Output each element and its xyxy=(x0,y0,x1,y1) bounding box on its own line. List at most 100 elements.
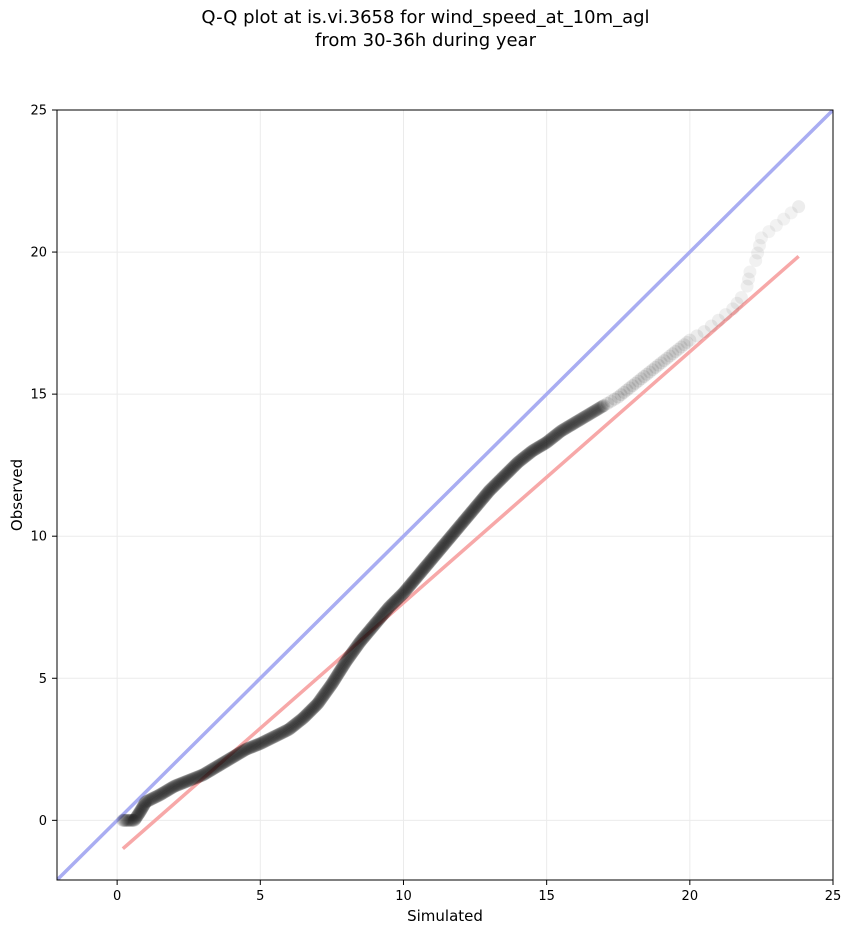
quantile-point xyxy=(412,567,426,581)
quantile-point xyxy=(447,526,461,540)
quantile-point xyxy=(318,686,332,700)
quantile-point xyxy=(510,456,524,470)
quantile-point xyxy=(426,551,440,565)
quantile-point xyxy=(626,379,640,393)
quantile-point xyxy=(370,615,384,629)
quantile-point xyxy=(711,313,725,327)
quantile-point xyxy=(502,465,516,479)
identity-line xyxy=(57,110,833,880)
quantile-point xyxy=(407,573,421,587)
quantile-point xyxy=(216,756,230,770)
quantile-point xyxy=(281,723,295,737)
y-tick-label: 25 xyxy=(30,104,47,119)
quantile-point xyxy=(397,585,411,599)
quantile-point xyxy=(222,753,236,767)
quantile-point xyxy=(258,734,272,748)
quantile-point xyxy=(143,793,157,807)
quantile-point xyxy=(614,388,628,402)
quantile-point xyxy=(549,428,563,442)
quantile-point xyxy=(220,754,234,768)
quantile-point xyxy=(313,694,327,708)
quantile-point xyxy=(468,501,482,515)
quantile-point xyxy=(345,646,359,660)
quantile-point xyxy=(335,661,349,675)
quantile-point xyxy=(521,448,535,462)
quantile-point xyxy=(118,813,132,827)
chart-title-line2: from 30-36h during year xyxy=(315,30,536,51)
quantile-point xyxy=(202,764,216,778)
quantile-point xyxy=(302,705,316,719)
quantile-point xyxy=(194,769,208,783)
y-axis-label: Observed xyxy=(8,459,26,531)
quantile-point xyxy=(296,711,310,725)
quantile-point xyxy=(415,564,429,578)
quantile-point xyxy=(134,804,148,818)
quantile-point xyxy=(497,470,511,484)
quantile-point xyxy=(242,741,256,755)
quantile-point xyxy=(538,437,552,451)
quantile-point xyxy=(427,550,441,564)
quantile-point xyxy=(415,564,429,578)
quantile-point xyxy=(597,398,611,412)
quantile-point xyxy=(498,469,512,483)
quantile-point xyxy=(436,539,450,553)
quantile-point xyxy=(215,756,229,770)
quantile-point xyxy=(237,744,251,758)
quantile-point xyxy=(268,730,282,744)
quantile-point xyxy=(153,788,167,802)
quantile-point xyxy=(422,556,436,570)
quantile-point xyxy=(398,584,412,598)
quantile-point xyxy=(137,798,151,812)
quantile-point xyxy=(298,709,312,723)
quantile-point xyxy=(389,594,403,608)
quantile-point xyxy=(680,335,694,349)
quantile-point xyxy=(460,511,474,525)
quantile-point xyxy=(300,707,314,721)
y-tick-label: 15 xyxy=(30,388,47,403)
quantile-point xyxy=(522,446,536,460)
quantile-point xyxy=(381,602,395,616)
quantile-point xyxy=(527,443,541,457)
quantile-point xyxy=(167,779,181,793)
quantile-point xyxy=(416,563,430,577)
quantile-point xyxy=(478,489,492,503)
quantile-point xyxy=(213,758,227,772)
quantile-point xyxy=(465,504,479,518)
quantile-point xyxy=(248,739,262,753)
quantile-point xyxy=(552,426,566,440)
quantile-point xyxy=(436,538,450,552)
quantile-point xyxy=(450,522,464,536)
quantile-point xyxy=(372,613,386,627)
quantile-point xyxy=(120,813,134,827)
quantile-point xyxy=(620,383,634,397)
quantile-point xyxy=(523,445,537,459)
quantile-point xyxy=(352,636,366,650)
quantile-point xyxy=(500,466,514,480)
quantile-point xyxy=(404,577,418,591)
quantile-point xyxy=(499,467,513,481)
quantile-point xyxy=(401,581,415,595)
quantile-point xyxy=(461,510,475,524)
quantile-point xyxy=(604,394,618,408)
quantile-point xyxy=(297,710,311,724)
quantile-point xyxy=(351,637,365,651)
quantile-point xyxy=(439,536,453,550)
quantile-point xyxy=(437,538,451,552)
quantile-point xyxy=(300,708,314,722)
quantile-point xyxy=(334,662,348,676)
quantile-point xyxy=(291,716,305,730)
quantile-point xyxy=(617,385,631,399)
quantile-point xyxy=(164,781,178,795)
quantile-point xyxy=(176,776,190,790)
quantile-point xyxy=(634,372,648,386)
quantile-point xyxy=(290,716,304,730)
quantile-point xyxy=(573,413,587,427)
quantile-point xyxy=(130,810,144,824)
quantile-point xyxy=(554,424,568,438)
quantile-point xyxy=(371,614,385,628)
quantile-point xyxy=(784,206,798,220)
quantile-point xyxy=(485,481,499,495)
quantile-point xyxy=(331,667,345,681)
quantile-point xyxy=(239,742,253,756)
quantile-point xyxy=(588,404,602,418)
